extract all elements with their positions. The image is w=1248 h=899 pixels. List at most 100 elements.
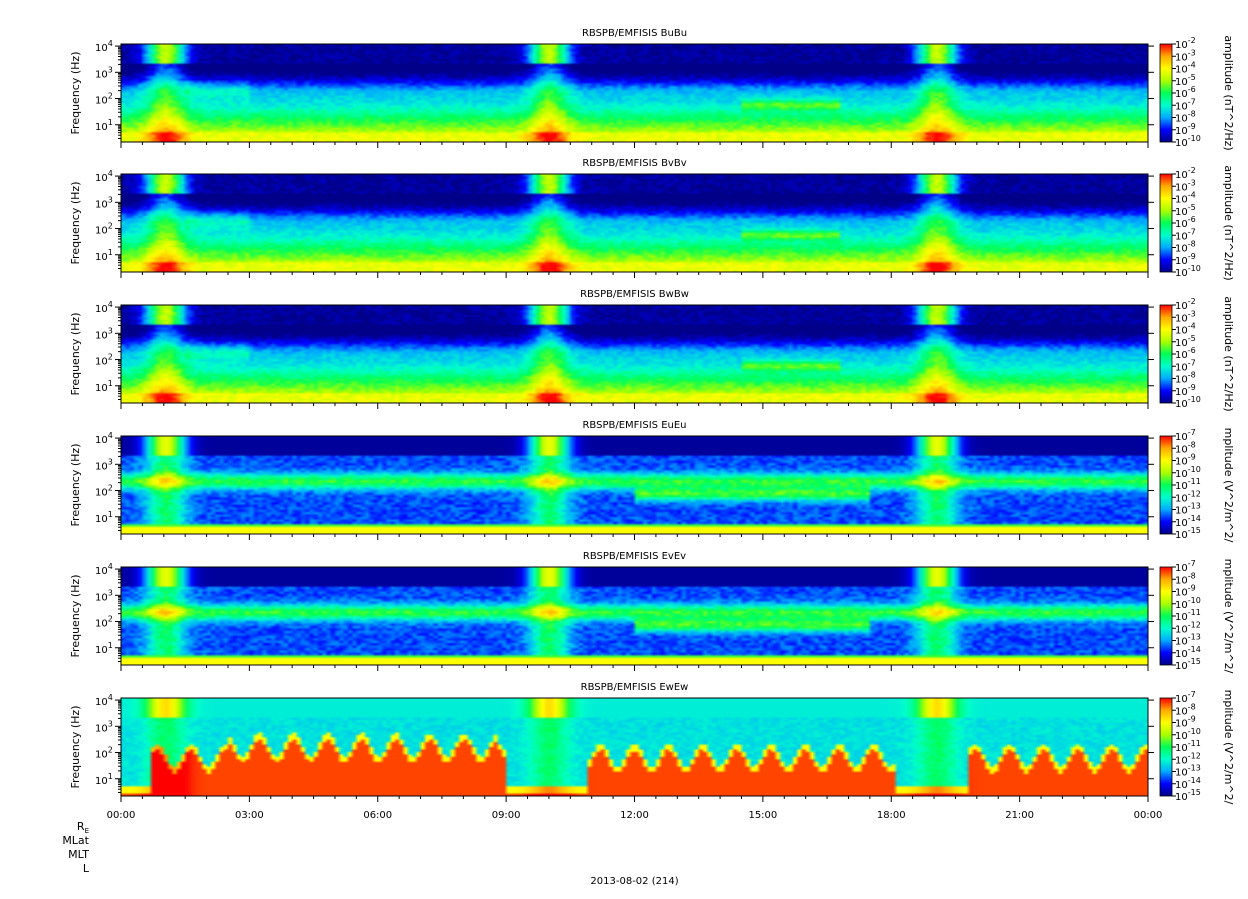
colorbar bbox=[1159, 43, 1173, 143]
y-axis-label: Frequency (Hz) bbox=[69, 182, 82, 265]
y-tick-label: 102 bbox=[95, 222, 113, 237]
panel-title: RBSPB/EMFISIS EvEv bbox=[583, 551, 686, 562]
y-tick-label: 101 bbox=[95, 118, 113, 133]
panel-title: RBSPB/EMFISIS BwBw bbox=[580, 289, 689, 300]
spectrogram-image bbox=[121, 436, 1148, 534]
colorbar-tick-label: 10-4 bbox=[1175, 191, 1196, 206]
colorbar-tick-label: 10-5 bbox=[1175, 73, 1196, 88]
colorbar-tick-label: 10-11 bbox=[1175, 608, 1201, 623]
colorbar-tick-label: 10-3 bbox=[1175, 178, 1196, 193]
spectrogram-image bbox=[121, 44, 1148, 142]
panel-title: RBSPB/EMFISIS EwEw bbox=[581, 682, 689, 693]
y-tick-label: 101 bbox=[95, 379, 113, 394]
y-tick-label: 103 bbox=[95, 326, 113, 341]
y-tick-label: 103 bbox=[95, 195, 113, 210]
colorbar-tick-label: 10-13 bbox=[1175, 764, 1201, 779]
colorbar-tick-label: 10-12 bbox=[1175, 620, 1201, 635]
x-tick-label: 18:00 bbox=[877, 810, 906, 821]
y-tick-label: 102 bbox=[95, 746, 113, 761]
x-tick-label: 06:00 bbox=[363, 810, 392, 821]
panel-2: RBSPB/EMFISIS BvBv Frequency (Hz) 104 103 10… bbox=[69, 158, 1235, 281]
colorbar-tick-label: 10-10 bbox=[1175, 465, 1201, 480]
colorbar-tick-label: 10-15 bbox=[1175, 788, 1201, 803]
colorbar-tick-label: 10-2 bbox=[1175, 166, 1196, 181]
colorbar-tick-label: 10-8 bbox=[1175, 440, 1196, 455]
colorbar-tick-label: 10-10 bbox=[1175, 596, 1201, 611]
x-tick-label: 00:00 bbox=[1134, 810, 1163, 821]
colorbar-tick-label: 10-13 bbox=[1175, 502, 1201, 517]
colorbar-tick-label: 10-6 bbox=[1175, 346, 1196, 361]
y-tick-label: 103 bbox=[95, 457, 113, 472]
panel-title: RBSPB/EMFISIS BvBv bbox=[582, 158, 686, 169]
colorbar-tick-label: 10-10 bbox=[1175, 134, 1201, 149]
colorbar-tick-label: 10-11 bbox=[1175, 477, 1201, 492]
colorbar bbox=[1159, 435, 1173, 535]
spectrogram-image bbox=[121, 698, 1148, 796]
y-tick-label: 101 bbox=[95, 641, 113, 656]
y-tick-label: 101 bbox=[95, 772, 113, 787]
colorbar-tick-label: 10-7 bbox=[1175, 358, 1196, 373]
panel-5: RBSPB/EMFISIS EvEv Frequency (Hz) 104 103 10… bbox=[69, 551, 1235, 674]
y-tick-label: 104 bbox=[95, 300, 113, 315]
ephemeris-row-label: RE bbox=[77, 820, 89, 835]
colorbar-tick-label: 10-7 bbox=[1175, 690, 1196, 705]
x-tick-label: 21:00 bbox=[1005, 810, 1034, 821]
y-tick-label: 104 bbox=[95, 562, 113, 577]
panel-title: RBSPB/EMFISIS EuEu bbox=[582, 420, 686, 431]
ephemeris-row-label: MLT bbox=[68, 848, 89, 861]
colorbar bbox=[1159, 304, 1173, 404]
colorbar-tick-label: 10-9 bbox=[1175, 252, 1196, 267]
colorbar-tick-label: 10-9 bbox=[1175, 584, 1196, 599]
spectrogram-image bbox=[121, 567, 1148, 665]
colorbar-tick-label: 10-2 bbox=[1175, 297, 1196, 312]
colorbar-unit-label: amplitude (nT^2/Hz) bbox=[1222, 165, 1235, 280]
colorbar-tick-label: 10-9 bbox=[1175, 122, 1196, 137]
colorbar bbox=[1159, 566, 1173, 666]
y-axis-label: Frequency (Hz) bbox=[69, 575, 82, 658]
colorbar-tick-label: 10-11 bbox=[1175, 739, 1201, 754]
colorbar-tick-label: 10-14 bbox=[1175, 776, 1201, 791]
x-tick-label: 12:00 bbox=[620, 810, 649, 821]
colorbar-unit-label: mplitude (V^2/m^2/ bbox=[1222, 559, 1235, 674]
colorbar-tick-label: 10-14 bbox=[1175, 645, 1201, 660]
colorbar-tick-label: 10-6 bbox=[1175, 85, 1196, 100]
colorbar-tick-label: 10-13 bbox=[1175, 633, 1201, 648]
y-tick-label: 103 bbox=[95, 588, 113, 603]
panel-title: RBSPB/EMFISIS BuBu bbox=[582, 28, 687, 39]
y-tick-label: 101 bbox=[95, 510, 113, 525]
x-tick-label: 00:00 bbox=[107, 810, 136, 821]
colorbar-unit-label: amplitude (nT^2/Hz) bbox=[1222, 296, 1235, 411]
colorbar-tick-label: 10-8 bbox=[1175, 110, 1196, 125]
y-tick-label: 102 bbox=[95, 353, 113, 368]
colorbar-unit-label: mplitude (V^2/m^2/ bbox=[1222, 428, 1235, 543]
colorbar-unit-label: amplitude (nT^2/Hz) bbox=[1222, 35, 1235, 150]
y-tick-label: 101 bbox=[95, 248, 113, 263]
colorbar-tick-label: 10-5 bbox=[1175, 334, 1196, 349]
panel-4: RBSPB/EMFISIS EuEu Frequency (Hz) 104 103 10… bbox=[69, 420, 1235, 543]
colorbar-tick-label: 10-10 bbox=[1175, 727, 1201, 742]
y-tick-label: 102 bbox=[95, 484, 113, 499]
colorbar-tick-label: 10-3 bbox=[1175, 309, 1196, 324]
colorbar-tick-label: 10-8 bbox=[1175, 702, 1196, 717]
colorbar-tick-label: 10-9 bbox=[1175, 383, 1196, 398]
colorbar-tick-label: 10-3 bbox=[1175, 48, 1196, 63]
y-tick-label: 104 bbox=[95, 169, 113, 184]
y-tick-label: 104 bbox=[95, 431, 113, 446]
panel-6: RBSPB/EMFISIS EwEw Frequency (Hz) 104 103 10… bbox=[69, 682, 1235, 805]
colorbar bbox=[1159, 697, 1173, 797]
colorbar-tick-label: 10-6 bbox=[1175, 215, 1196, 230]
colorbar-unit-label: mplitude (V^2/m^2/ bbox=[1222, 690, 1235, 805]
y-axis-label: Frequency (Hz) bbox=[69, 52, 82, 135]
spectrogram-image bbox=[121, 174, 1148, 272]
colorbar-tick-label: 10-10 bbox=[1175, 264, 1201, 279]
colorbar-tick-label: 10-15 bbox=[1175, 657, 1201, 672]
panel-3: RBSPB/EMFISIS BwBw Frequency (Hz) 104 103 10… bbox=[69, 289, 1235, 412]
colorbar-tick-label: 10-7 bbox=[1175, 97, 1196, 112]
colorbar-tick-label: 10-8 bbox=[1175, 571, 1196, 586]
y-axis-label: Frequency (Hz) bbox=[69, 706, 82, 789]
spectrogram-image bbox=[121, 305, 1148, 403]
x-tick-label: 15:00 bbox=[748, 810, 777, 821]
y-axis-label: Frequency (Hz) bbox=[69, 444, 82, 527]
y-tick-label: 103 bbox=[95, 65, 113, 80]
x-tick-label: 03:00 bbox=[235, 810, 264, 821]
